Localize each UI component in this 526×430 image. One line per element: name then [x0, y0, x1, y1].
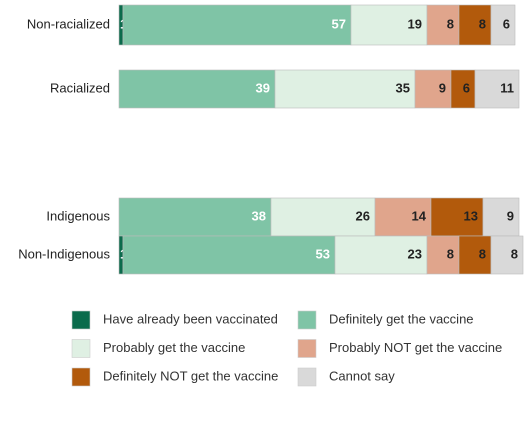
bar-segment [490, 4, 516, 46]
bar-segment [458, 235, 492, 275]
legend-swatch [297, 310, 317, 330]
bar-segment [270, 197, 376, 237]
bar-segment [474, 69, 520, 109]
legend-label: Have already been vaccinated [103, 311, 278, 326]
bar-segment [414, 69, 452, 109]
bar-segment [122, 235, 336, 275]
data-label: 19 [408, 16, 422, 31]
bar-segment [334, 235, 428, 275]
legend-swatch [297, 367, 317, 387]
bar-segment [122, 4, 352, 46]
bar-segment [458, 4, 492, 46]
legend-swatch [71, 310, 91, 330]
category-label: Racialized [50, 80, 110, 95]
data-label: 9 [507, 208, 514, 223]
data-label: 13 [464, 208, 478, 223]
legend-swatch [71, 367, 91, 387]
legend-swatch [71, 339, 91, 358]
category-label: Non-Indigenous [18, 246, 110, 261]
legend-label: Probably NOT get the vaccine [329, 340, 502, 355]
data-label: 53 [316, 246, 330, 261]
data-label: 14 [412, 208, 427, 223]
category-label: Indigenous [46, 208, 110, 223]
data-label: 8 [447, 16, 454, 31]
bar-segment [274, 69, 416, 109]
bar-segment [450, 69, 476, 109]
data-label: 39 [256, 80, 270, 95]
bar-segment [374, 197, 432, 237]
data-label: 38 [252, 208, 266, 223]
legend-label: Definitely get the vaccine [329, 311, 474, 326]
bar-segment [118, 197, 272, 237]
bar-segment [490, 235, 524, 275]
bar-segment [118, 69, 276, 109]
bar-segment [350, 4, 428, 46]
data-label: 6 [503, 16, 510, 31]
data-label: 11 [500, 80, 514, 95]
legend-label: Probably get the vaccine [103, 340, 245, 355]
legend-label: Cannot say [329, 368, 395, 383]
legend-swatch [297, 339, 317, 358]
data-label: 35 [396, 80, 410, 95]
category-label: Non-racialized [27, 16, 110, 31]
legend-label: Definitely NOT get the vaccine [103, 368, 278, 383]
bar-segment [426, 4, 460, 46]
bar-segment [426, 235, 460, 275]
data-label: 8 [511, 246, 518, 261]
data-label: 57 [332, 16, 346, 31]
data-label: 23 [408, 246, 422, 261]
data-label: 8 [479, 16, 486, 31]
data-label: 26 [356, 208, 370, 223]
data-label: 8 [479, 246, 486, 261]
data-label: 9 [439, 80, 446, 95]
data-label: 6 [463, 80, 470, 95]
data-label: 8 [447, 246, 454, 261]
